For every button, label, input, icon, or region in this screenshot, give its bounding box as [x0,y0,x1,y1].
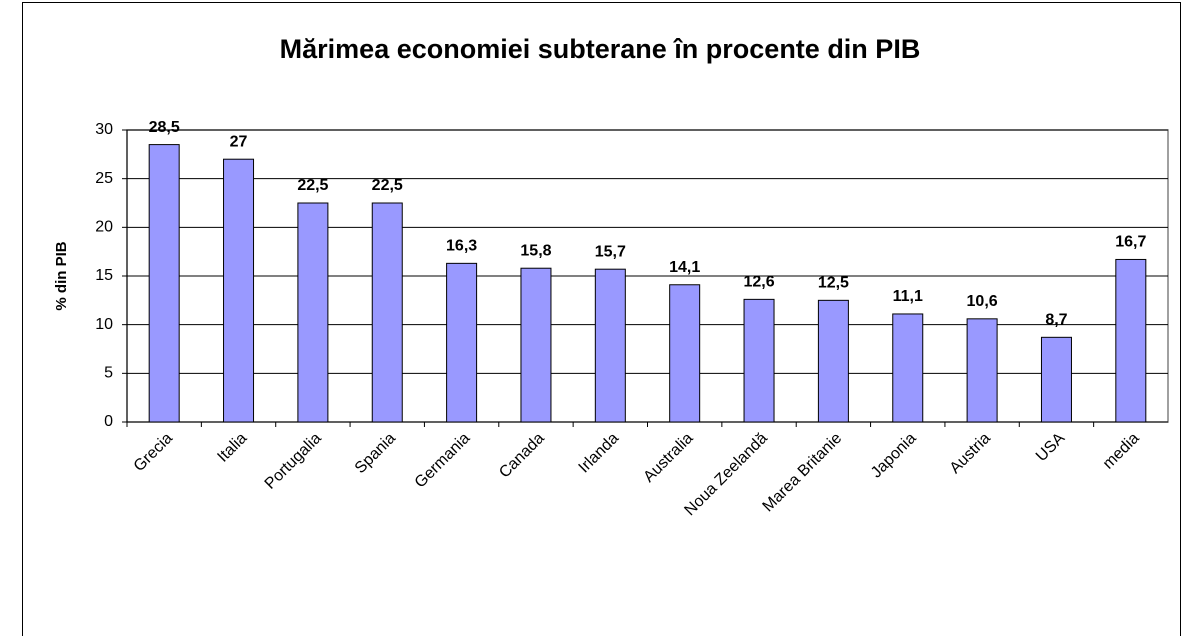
value-label: 8,7 [1045,312,1067,329]
bar [223,158,255,423]
value-label: 22,5 [297,177,328,194]
bar [520,267,552,423]
bar [446,262,478,423]
value-label: 12,5 [818,275,849,292]
bar [669,284,701,423]
bar [371,202,403,423]
bar [594,268,626,423]
value-label: 14,1 [669,259,700,276]
value-label: 16,7 [1115,234,1146,251]
value-label: 27 [230,133,248,150]
value-label: 22,5 [372,177,403,194]
bar [966,318,998,423]
value-label: 15,8 [520,242,551,259]
y-tick-label: 0 [104,413,113,430]
bar [817,299,849,423]
chart-title: Mărimea economiei subterane în procente … [280,34,921,64]
value-label: 12,6 [743,274,774,291]
y-axis-label: % din PIB [53,241,70,310]
value-label: 10,6 [967,293,998,310]
bar [148,144,180,423]
y-tick-label: 25 [95,170,113,187]
bar [1115,258,1147,423]
value-label: 11,1 [893,288,923,305]
value-label: 15,7 [595,243,626,260]
value-label: 16,3 [446,238,477,255]
bar [743,298,775,423]
bar [297,202,329,423]
bar [1040,336,1072,423]
y-tick-label: 5 [104,365,113,382]
bar [892,313,924,423]
y-tick-label: 15 [95,267,113,284]
y-tick-label: 30 [95,121,113,138]
y-tick-label: 20 [95,219,113,236]
value-label: 28,5 [149,119,180,136]
y-tick-label: 10 [95,316,113,333]
